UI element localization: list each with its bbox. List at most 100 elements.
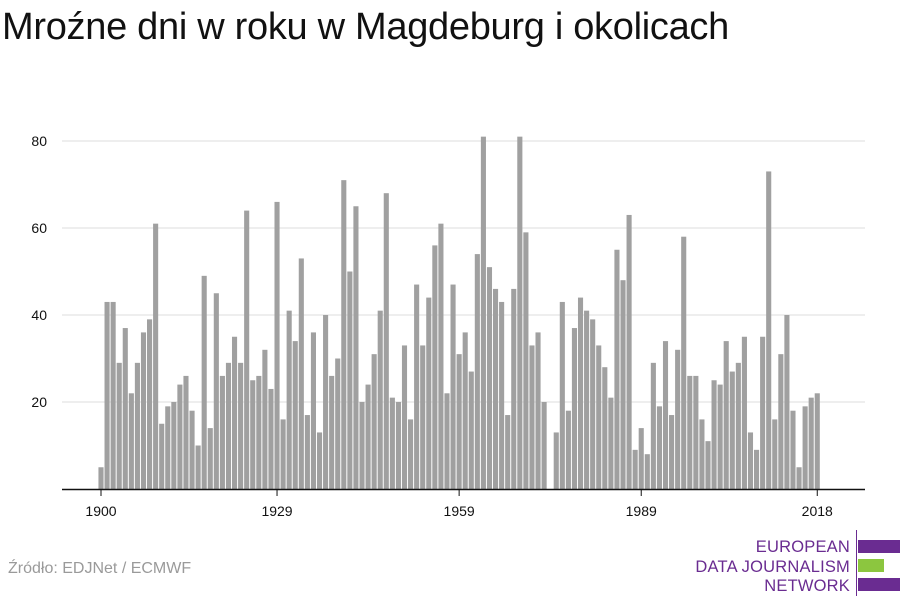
- bar-1946: [377, 310, 383, 489]
- bar-1939: [335, 358, 341, 489]
- bar-1948: [389, 397, 395, 489]
- bar-2004: [729, 371, 735, 489]
- bar-1949: [395, 402, 401, 489]
- bar-1976: [559, 301, 565, 489]
- bar-1950: [401, 345, 408, 489]
- bar-1941: [347, 271, 353, 489]
- bar-1965: [493, 288, 499, 489]
- bar-1913: [177, 384, 183, 489]
- bar-2017: [808, 397, 814, 489]
- logo-line-1: EUROPEAN: [755, 538, 850, 556]
- bar-1996: [681, 236, 687, 489]
- bar-1928: [268, 388, 274, 489]
- logo-text: EUROPEAN DATA JOURNALISM NETWORK: [695, 538, 850, 597]
- logo-bar-green: [858, 559, 884, 572]
- bar-1904: [122, 328, 128, 489]
- logo-line-2: DATA JOURNALISM: [695, 557, 850, 576]
- bar-1924: [244, 210, 250, 489]
- bar-1942: [353, 206, 359, 489]
- x-tick-label: 1900: [85, 503, 116, 519]
- bar-2006: [741, 336, 747, 489]
- bar-2018: [814, 393, 820, 489]
- logo-bar-purple-bottom: [858, 578, 900, 591]
- bar-1999: [699, 419, 705, 489]
- bar-1938: [329, 375, 335, 489]
- bar-1934: [304, 415, 310, 489]
- y-axis-ticks: 20 40 60 80: [31, 133, 47, 410]
- bar-1959: [456, 354, 462, 489]
- bar-1966: [499, 301, 505, 489]
- x-tick-label: 1959: [444, 503, 475, 519]
- bar-1905: [128, 393, 134, 489]
- bar-1909: [153, 223, 159, 489]
- bar-1923: [238, 362, 244, 489]
- bar-1916: [195, 445, 201, 489]
- bar-1930: [280, 419, 286, 489]
- y-tick-label: 20: [31, 394, 47, 410]
- bar-1917: [201, 275, 207, 489]
- bar-2008: [754, 449, 760, 489]
- bar-1961: [468, 371, 474, 489]
- bar-1927: [262, 349, 268, 489]
- bar-1926: [256, 375, 262, 489]
- bar-1912: [171, 402, 177, 489]
- bar-1932: [292, 341, 298, 489]
- bar-1983: [602, 367, 608, 489]
- source-note: Źródło: EDJNet / ECMWF: [8, 560, 192, 577]
- bar-1994: [669, 415, 675, 489]
- bar-1945: [371, 354, 377, 489]
- bar-1973: [541, 402, 547, 489]
- logo-bar-purple-top: [858, 540, 900, 553]
- bar-1952: [414, 284, 420, 489]
- bar-1956: [438, 223, 444, 489]
- bar-2016: [802, 406, 808, 489]
- bar-2012: [778, 354, 784, 489]
- edjnet-logo[interactable]: EUROPEAN DATA JOURNALISM NETWORK: [695, 530, 900, 596]
- bar-2001: [711, 380, 717, 489]
- bar-1975: [553, 432, 559, 489]
- bar-1920: [219, 375, 225, 489]
- bar-1969: [517, 136, 523, 489]
- bar-2005: [735, 362, 741, 489]
- bar-2000: [705, 441, 711, 489]
- bar-1981: [590, 319, 596, 489]
- bar-1944: [365, 384, 371, 489]
- bar-1936: [316, 432, 323, 489]
- bar-1970: [523, 232, 529, 489]
- bar-1915: [189, 410, 195, 489]
- bar-2007: [747, 432, 754, 489]
- bar-1997: [687, 375, 693, 489]
- y-tick-label: 60: [31, 220, 47, 236]
- bar-1972: [535, 332, 541, 489]
- bar-2013: [784, 315, 790, 489]
- bar-1988: [632, 449, 638, 489]
- bar-1931: [286, 310, 292, 489]
- bar-1985: [614, 249, 620, 489]
- bar-1955: [432, 245, 438, 489]
- bar-1929: [274, 201, 280, 489]
- bar-1908: [147, 319, 153, 489]
- bar-1918: [207, 428, 213, 489]
- bar-1984: [608, 397, 614, 489]
- bar-1951: [408, 419, 414, 489]
- bar-1982: [596, 345, 602, 489]
- x-axis: 1900 1929 1959 1989 2018: [62, 488, 865, 519]
- bar-2002: [717, 384, 723, 489]
- chart-title: Mroźne dni w roku w Magdeburg i okolicac…: [2, 6, 729, 48]
- bar-1980: [584, 310, 590, 489]
- bar-1902: [110, 301, 116, 489]
- bar-1998: [693, 375, 699, 489]
- bar-1914: [183, 375, 189, 489]
- bar-1925: [250, 380, 256, 489]
- bar-1943: [359, 402, 365, 489]
- bar-1919: [213, 293, 219, 489]
- bar-1978: [571, 328, 578, 489]
- bar-1979: [577, 297, 584, 489]
- bars: [98, 136, 820, 489]
- bar-1933: [298, 258, 304, 489]
- bar-1906: [134, 362, 140, 489]
- bar-2014: [790, 410, 796, 489]
- bar-1922: [231, 336, 238, 489]
- bar-1977: [565, 410, 571, 489]
- bar-1903: [116, 362, 122, 489]
